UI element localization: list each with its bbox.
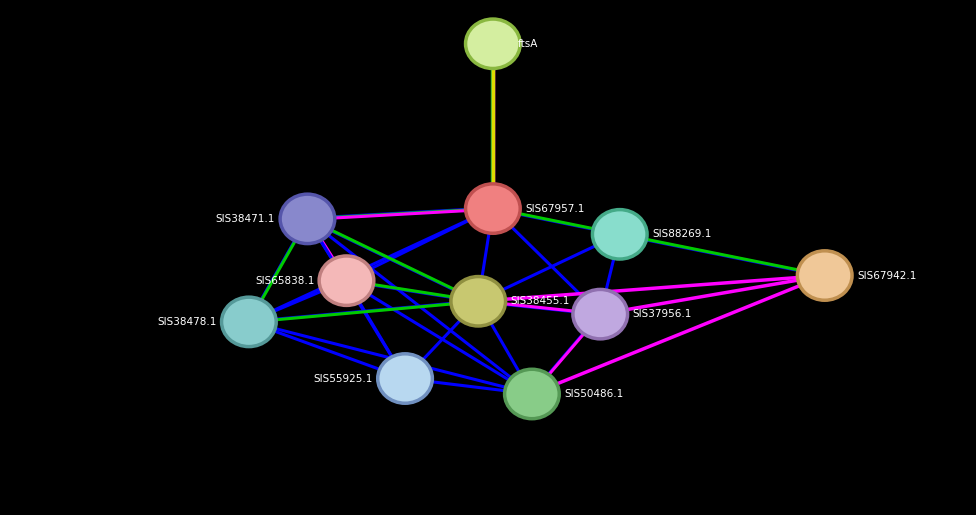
Ellipse shape [378,354,432,403]
Text: SIS67942.1: SIS67942.1 [857,270,916,281]
Text: SIS38455.1: SIS38455.1 [510,296,570,306]
Text: SIS67957.1: SIS67957.1 [525,203,585,214]
Ellipse shape [222,297,276,347]
Ellipse shape [466,19,520,68]
Ellipse shape [319,256,374,305]
Ellipse shape [466,184,520,233]
Text: SIS88269.1: SIS88269.1 [652,229,712,239]
Ellipse shape [573,289,628,339]
Text: SIS65838.1: SIS65838.1 [255,276,314,286]
Text: ftsA: ftsA [517,39,538,49]
Ellipse shape [505,369,559,419]
Text: SIS50486.1: SIS50486.1 [564,389,624,399]
Ellipse shape [280,194,335,244]
Text: SIS37956.1: SIS37956.1 [632,309,692,319]
Text: SIS38478.1: SIS38478.1 [157,317,217,327]
Ellipse shape [592,210,647,259]
Text: SIS38471.1: SIS38471.1 [216,214,275,224]
Text: SIS55925.1: SIS55925.1 [313,373,373,384]
Ellipse shape [451,277,506,326]
Ellipse shape [797,251,852,300]
